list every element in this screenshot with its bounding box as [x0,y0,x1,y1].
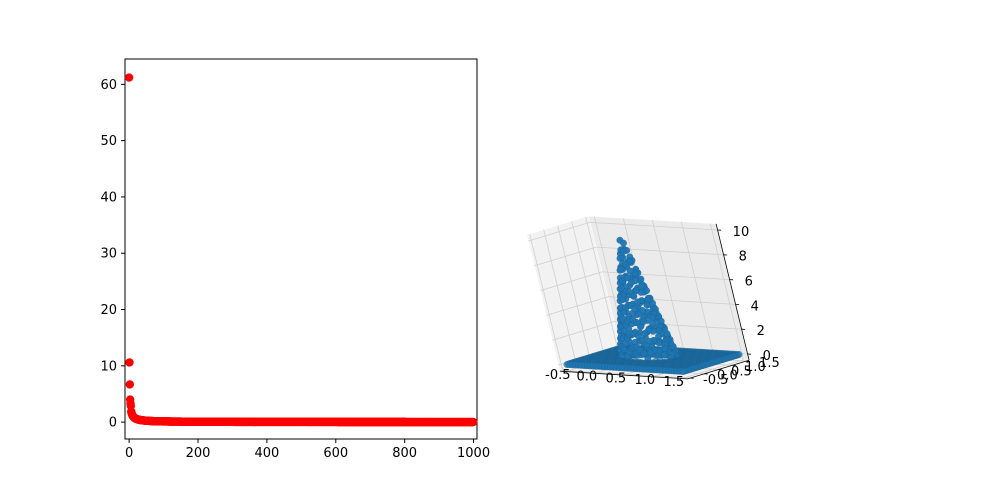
x-tick-label-1: 200 [186,446,211,461]
x-tick-label-4: 800 [392,446,417,461]
grid-back-x-2 [651,219,686,357]
scatter-points-3d [563,236,743,375]
x-tick-label-2: 400 [254,446,279,461]
x-tick-mark-3d-3 [650,376,653,378]
data-point-3d-1005 [635,310,643,318]
data-point-3d-884 [643,301,651,309]
data-point-3d-1088 [643,342,650,350]
grid-back-z-5 [589,221,718,231]
z-tick-label-3d-3: 6 [745,275,753,290]
data-point-3d-880 [622,260,629,268]
x-tick-mark-3d-1 [592,372,595,375]
data-point-3d-1047 [641,329,649,337]
grid-side-z-2 [546,296,609,316]
grid-side-z-5 [528,221,591,242]
y-tick-label-6: 60 [100,78,117,93]
y-tick-label-0: 0 [109,416,117,431]
grid-back-x-3 [680,221,715,359]
data-point-3d-1128 [640,349,648,357]
data-point-3d-923 [632,287,640,295]
data-point-2 [125,380,135,389]
y-tick-label-5: 50 [100,134,117,149]
grid-side-z-1 [552,321,615,341]
data-point-3d-926 [649,320,657,328]
y-tick-label-3: 30 [100,247,117,262]
grid-back-x-4 [709,223,744,360]
x-tick-label-3d-2: 0.5 [606,371,627,386]
x-tick-label-3: 600 [323,446,348,461]
grid-back-z-3 [601,271,730,280]
data-point-3d-1006 [640,318,647,325]
data-point-3d-964 [634,298,641,306]
y-tick-label-3d-3: 1.0 [745,360,766,375]
x-tick-label-3d-3: 1.0 [635,373,656,388]
grid-side-y-2 [557,225,592,362]
x-tick-label-3d-4: 1.5 [664,375,685,390]
data-point-3d-918 [617,284,625,292]
data-point-3d-921 [624,274,631,282]
y-tick-label-3d-4: 1.5 [759,356,780,371]
scatter-chart-2d: 0 200 400 600 800 1000 0 10 20 30 40 50 60 [100,58,490,461]
z-tick-label-3d-4: 8 [739,250,747,265]
z-tick-label-3d-2: 4 [751,299,759,314]
data-point-0 [124,73,134,82]
z-tick-label-3d-1: 2 [757,324,765,339]
data-point-3d-1089 [647,349,655,357]
y-tick-label-4: 40 [100,190,117,205]
data-point-3d-881 [626,267,634,275]
data-point-3d-1045 [633,318,640,326]
y-tick-label-3d-2: 0.5 [731,364,752,379]
data-point-3d-1680 [679,368,687,375]
data-point-3d-1004 [631,305,639,313]
plot-frame-2d [124,58,478,440]
data-point-3d-959 [619,296,626,304]
grid-back-z-4 [595,246,724,256]
y-tick-label-3d-1: 0.0 [717,369,738,384]
grid-floor-y-0 [562,369,691,379]
data-point-3d-1087 [638,336,646,344]
z-tick-label-3d-5: 10 [733,225,750,240]
grid-side-y-1 [543,229,578,367]
y-tick-label-3d-0: -0.5 [703,373,728,388]
data-point-3d-963 [629,292,637,299]
data-point-3d-969 [661,351,668,359]
x-tick-mark-3d-2 [621,374,624,376]
y-tick-label-1: 10 [100,359,117,374]
data-point-3d-1040 [620,327,628,335]
y-axis-2d: 0 10 20 30 40 50 60 [100,78,125,431]
x-axis-2d: 0 200 400 600 800 1000 [125,439,490,461]
data-point-3d-839 [620,247,628,255]
x-tick-label-3d-0: -0.5 [545,368,570,383]
data-point-1 [125,358,134,367]
data-point-3d-922 [628,279,635,287]
data-point-3d-927 [655,332,662,340]
x-tick-label-0: 0 [125,446,133,461]
data-point-3d-798 [620,239,627,247]
y-tick-label-2: 20 [100,303,117,318]
grid-side-y-0 [529,233,564,371]
z-tick-label-3d-0: 0 [763,349,771,364]
x-tick-mark-3d-4 [679,378,682,380]
x-tick-mark-3d-0 [563,371,566,373]
grid-side-y-3 [571,221,606,358]
grid-side-z-4 [534,246,597,267]
data-point-3d-1046 [637,323,644,331]
x-tick-label-3d-1: 0.0 [577,370,598,385]
scatter-points-2d [124,73,478,427]
z-axis-3d-line [715,223,750,361]
x-tick-label-5: 1000 [457,446,490,461]
grid-side-z-3 [540,271,603,291]
grid-side-y-4 [585,216,620,354]
data-point-999 [469,417,478,427]
